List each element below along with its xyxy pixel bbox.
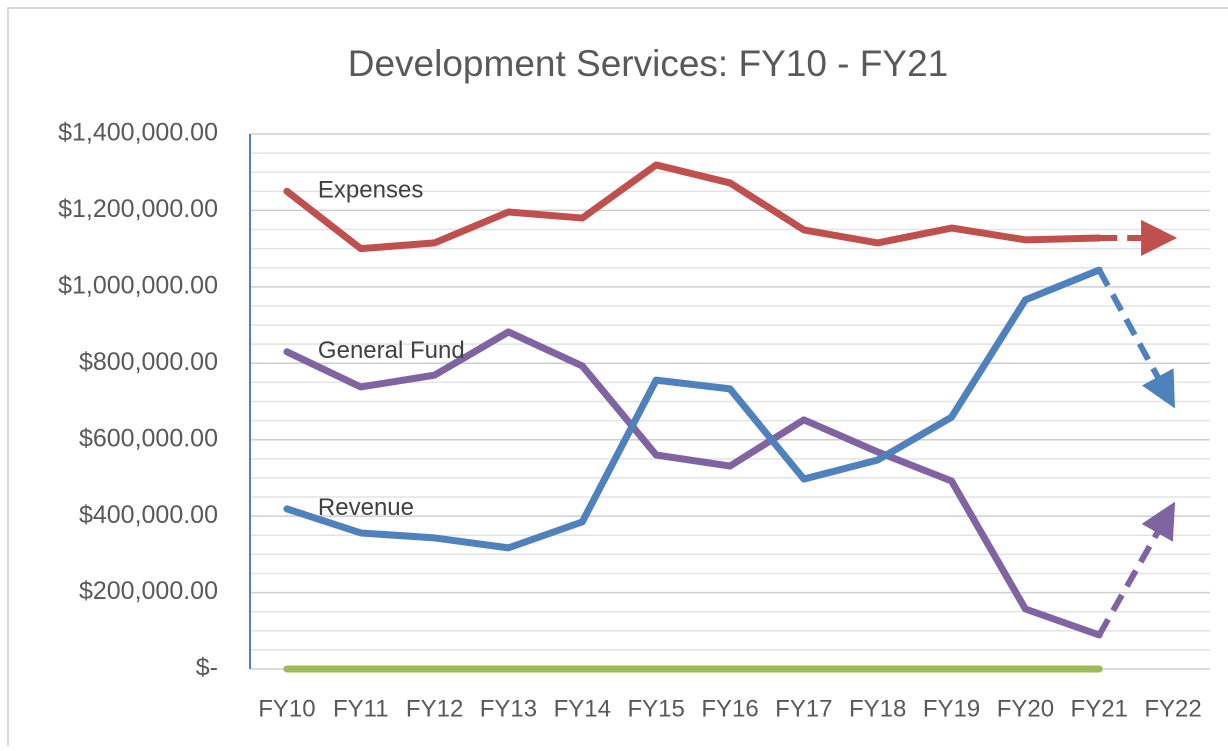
chart-title: Development Services: FY10 - FY21 <box>348 43 948 84</box>
y-tick-label: $1,400,000.00 <box>58 119 218 147</box>
x-tick-label: FY22 <box>1144 695 1201 722</box>
y-tick-label: $1,200,000.00 <box>58 195 218 223</box>
chart-border <box>7 7 1228 751</box>
x-tick-label: FY13 <box>480 695 537 722</box>
y-tick-label: $800,000.00 <box>79 348 218 376</box>
projection-arrow <box>1096 268 1175 409</box>
y-tick-label: $400,000.00 <box>79 501 218 529</box>
x-tick-label: FY16 <box>701 695 758 722</box>
series-label: Expenses <box>318 177 423 204</box>
series-line <box>283 328 1103 639</box>
x-tick-label: FY14 <box>554 695 611 722</box>
x-tick-label: FY18 <box>849 695 906 722</box>
x-tick-label: FY10 <box>258 695 315 722</box>
projection-arrow <box>1096 501 1176 637</box>
x-tick-label: FY19 <box>923 695 980 722</box>
y-tick-label: $200,000.00 <box>79 577 218 605</box>
series-line <box>283 266 1103 552</box>
series-line <box>283 161 1103 253</box>
x-tick-label: FY15 <box>627 695 684 722</box>
x-tick-label: FY17 <box>775 695 832 722</box>
x-tick-label: FY12 <box>406 695 463 722</box>
x-tick-label: FY11 <box>333 695 389 722</box>
y-tick-label: $1,000,000.00 <box>58 271 218 299</box>
x-tick-label: FY20 <box>997 695 1054 722</box>
y-tick-label: $- <box>196 654 218 682</box>
series-label: Revenue <box>318 494 414 521</box>
y-tick-label: $600,000.00 <box>79 424 218 452</box>
x-tick-label: FY21 <box>1071 695 1128 722</box>
series-label: General Fund <box>318 337 465 364</box>
